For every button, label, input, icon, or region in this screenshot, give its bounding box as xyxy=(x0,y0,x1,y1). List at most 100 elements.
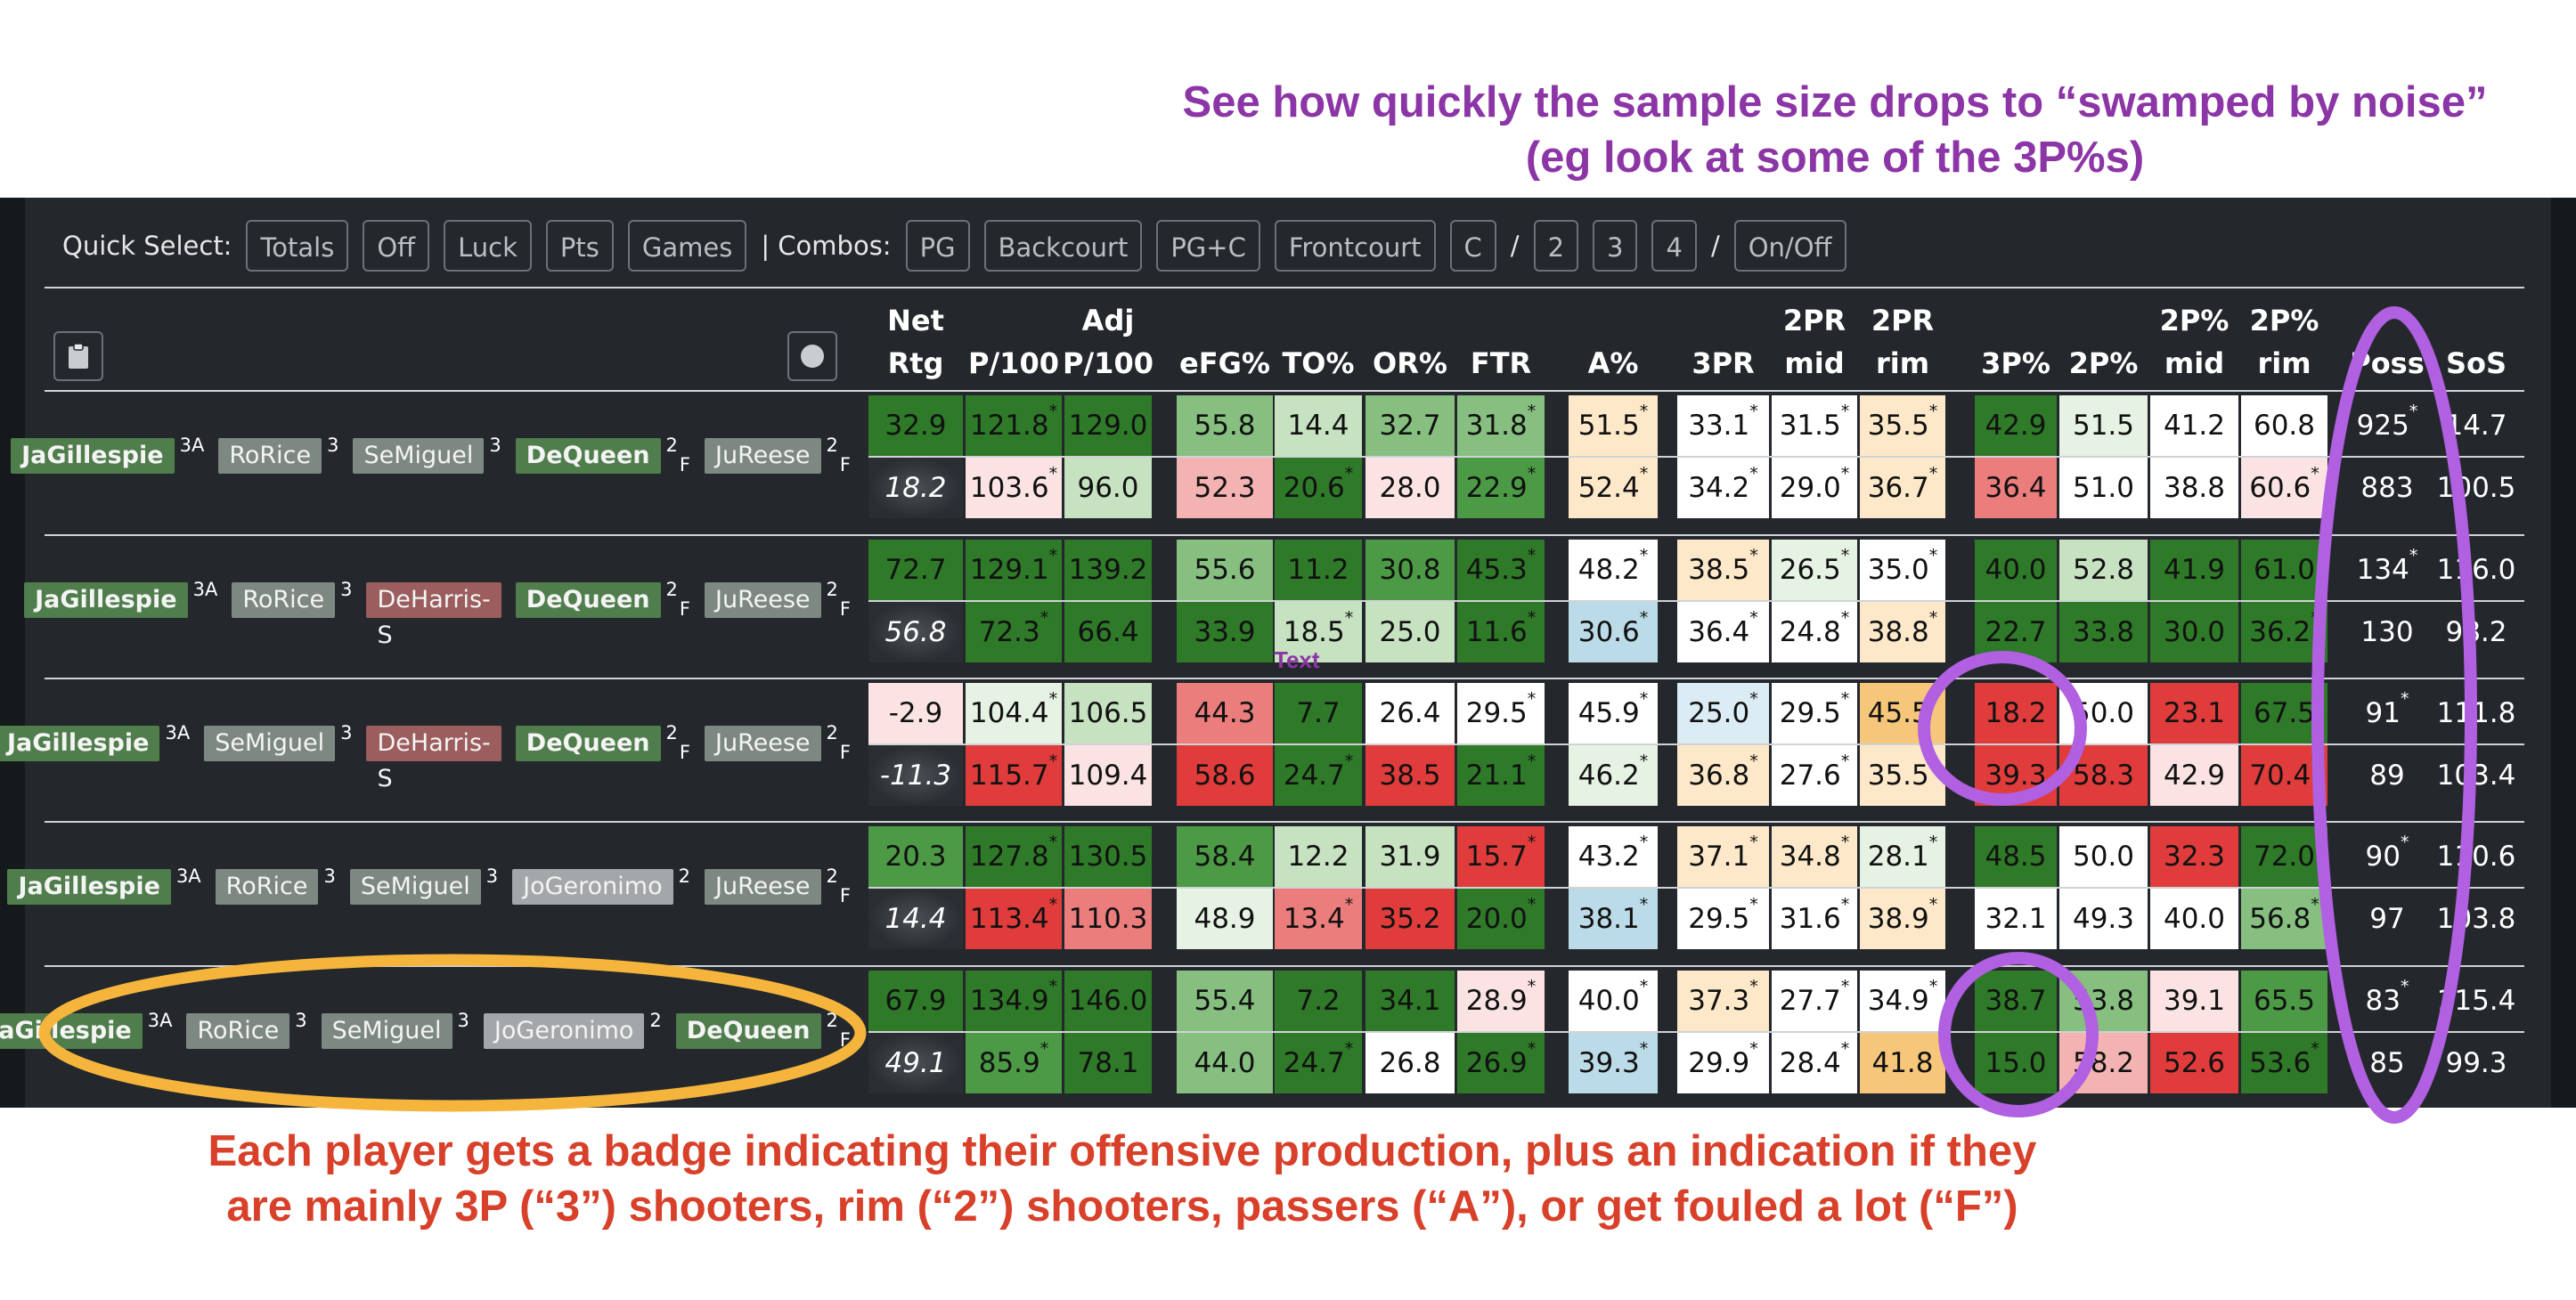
player-badge[interactable]: SeMiguel 3 xyxy=(338,435,501,474)
stat-cell-or-: 38.5 xyxy=(1365,745,1455,806)
player-badge[interactable]: SeMiguel 3 xyxy=(336,865,498,905)
player-badge[interactable]: JaGillespie 3A xyxy=(0,1010,172,1049)
column-header-efg-[interactable]: eFG% xyxy=(1168,299,1282,385)
stat-cell-to-: 24.7* xyxy=(1275,745,1362,806)
player-badge[interactable]: JoGeronimo 2 xyxy=(469,1010,662,1049)
quick-select-games-button[interactable]: Games xyxy=(627,220,747,272)
player-tag-sup: 3A xyxy=(175,865,201,887)
player-badge[interactable]: JoGeronimo 2 xyxy=(498,865,690,905)
stat-cell-or-: 25.0 xyxy=(1365,602,1455,662)
stat-value: 23.1 xyxy=(2163,697,2226,729)
stat-cell-mid: 27.6* xyxy=(1772,745,1857,806)
column-header-mid[interactable]: 2PR mid xyxy=(1763,299,1866,385)
column-header-rtg[interactable]: Net Rtg xyxy=(860,299,972,385)
stat-value: 30.0 xyxy=(2163,616,2226,648)
stat-value: 27.7 xyxy=(1779,985,1841,1017)
copy-clipboard-button[interactable] xyxy=(53,331,103,381)
combo-size-4-button[interactable]: 4 xyxy=(1651,220,1697,272)
player-badge[interactable]: RoRice 3 xyxy=(204,435,338,474)
player-badge[interactable]: RoRice 3 xyxy=(201,865,336,905)
column-header-a-[interactable]: A% xyxy=(1560,299,1667,385)
header-line1 xyxy=(1357,299,1463,342)
column-header-2p-[interactable]: 2P% xyxy=(2050,299,2156,385)
small-sample-star: * xyxy=(1639,464,1649,483)
player-badge[interactable]: DeHarris-S xyxy=(352,726,501,792)
stat-value: 56.8 xyxy=(2249,903,2311,935)
header-line1 xyxy=(1560,299,1667,342)
stat-value: 48.2 xyxy=(1577,554,1640,586)
small-sample-star: * xyxy=(1527,895,1537,914)
player-badge[interactable]: SeMiguel 3 xyxy=(190,722,352,761)
player-badge[interactable]: DeQueen 2F xyxy=(501,722,690,763)
quick-select-pts-button[interactable]: Pts xyxy=(545,220,614,272)
small-sample-star: * xyxy=(1344,1039,1354,1059)
combo-backcourt-button[interactable]: Backcourt xyxy=(983,220,1143,272)
chart-toggle-button[interactable] xyxy=(787,331,837,381)
combo-size-3-button[interactable]: 3 xyxy=(1593,220,1638,272)
player-badge[interactable]: DeQueen 2F xyxy=(501,579,690,620)
player-badge[interactable]: JaGillespie 3A xyxy=(0,435,204,474)
column-header-3pr[interactable]: 3PR xyxy=(1668,299,1778,385)
small-sample-star: * xyxy=(1344,752,1354,771)
combo-separator: / xyxy=(1710,231,1720,261)
column-header-p-100[interactable]: P/100 xyxy=(957,299,1071,385)
player-badge[interactable]: SeMiguel 3 xyxy=(307,1010,469,1049)
player-badge[interactable]: JaGillespie 3A xyxy=(0,722,190,761)
player-badge[interactable]: JuReese 2F xyxy=(690,865,851,906)
stat-cell-rim: 35.0* xyxy=(1860,540,1945,600)
combo-size-2-button[interactable]: 2 xyxy=(1533,220,1579,272)
stat-cell-rtg: 72.7 xyxy=(868,540,963,600)
column-header-rim[interactable]: 2P% rim xyxy=(2232,299,2336,385)
combo-pg-button[interactable]: PG xyxy=(905,220,970,272)
column-header-sos[interactable]: SoS xyxy=(2424,299,2529,385)
stat-cell-poss: 97 xyxy=(2344,889,2430,949)
combo-frontcourt-button[interactable]: Frontcourt xyxy=(1274,220,1436,272)
player-name: DeHarris-S xyxy=(366,726,501,792)
column-header-ftr[interactable]: FTR xyxy=(1448,299,1553,385)
bottom-annotation-line2: are mainly 3P (“3”) shooters, rim (“2”) … xyxy=(226,1182,2018,1231)
quick-select-luck-button[interactable]: Luck xyxy=(444,220,532,272)
column-header-p-100[interactable]: Adj P/100 xyxy=(1056,299,1161,385)
player-badge[interactable]: JaGillespie 3A xyxy=(0,865,201,905)
player-badge[interactable]: DeQueen 2F xyxy=(662,1010,851,1051)
header-line1: 2PR xyxy=(1871,304,1935,337)
stat-cell-2p-: 49.3 xyxy=(2059,889,2148,949)
player-badge[interactable]: JuReese 2F xyxy=(690,435,851,475)
stat-value: 58.4 xyxy=(1194,841,1256,873)
column-header-to-[interactable]: TO% xyxy=(1266,299,1371,385)
column-header-3p-[interactable]: 3P% xyxy=(1966,299,2066,385)
player-badge[interactable]: DeQueen 2F xyxy=(501,435,690,475)
column-header-mid[interactable]: 2P% mid xyxy=(2141,299,2247,385)
player-badge[interactable]: RoRice 3 xyxy=(217,579,352,618)
on-off-button[interactable]: On/Off xyxy=(1733,220,1846,272)
player-badge[interactable]: RoRice 3 xyxy=(172,1010,307,1049)
player-tag: 2F xyxy=(827,865,851,906)
stat-value: 134.9 xyxy=(969,985,1049,1017)
player-badge[interactable]: JuReese 2F xyxy=(690,579,851,620)
stat-value: 39.3 xyxy=(1985,760,2047,792)
stat-cell-efg-: 55.6 xyxy=(1177,540,1273,600)
column-header-rim[interactable]: 2PR rim xyxy=(1851,299,1954,385)
player-name: DeQueen xyxy=(515,582,661,618)
top-annotation: See how quickly the sample size drops to… xyxy=(1105,75,2565,185)
stat-value: 51.5 xyxy=(1577,410,1640,442)
quick-select-off-button[interactable]: Off xyxy=(363,220,430,272)
stat-cell-to-: 24.7* xyxy=(1275,1033,1362,1093)
stat-cell-p-100: 103.6* xyxy=(966,458,1062,518)
stat-value: 20.6 xyxy=(1283,472,1345,504)
small-sample-star: * xyxy=(1928,546,1938,565)
stat-cell-3p-: 15.0 xyxy=(1975,1033,2057,1093)
player-badge[interactable]: JuReese 2F xyxy=(690,722,851,763)
stat-value: 24.8 xyxy=(1779,616,1841,648)
combo-pg-c-button[interactable]: PG+C xyxy=(1156,220,1260,272)
player-badge[interactable]: DeHarris-S xyxy=(352,582,501,649)
player-badge[interactable]: JaGillespie 3A xyxy=(10,579,217,618)
stat-cell-p-100: 78.1 xyxy=(1064,1033,1152,1093)
player-tag: 3 xyxy=(486,865,498,898)
stat-value: 28.1 xyxy=(1867,841,1929,873)
small-sample-star: * xyxy=(2400,689,2409,709)
column-header-or-[interactable]: OR% xyxy=(1357,299,1463,385)
stat-cell-3pr: 37.3* xyxy=(1677,971,1769,1031)
combo-c-button[interactable]: C xyxy=(1449,220,1496,272)
quick-select-totals-button[interactable]: Totals xyxy=(246,220,349,272)
